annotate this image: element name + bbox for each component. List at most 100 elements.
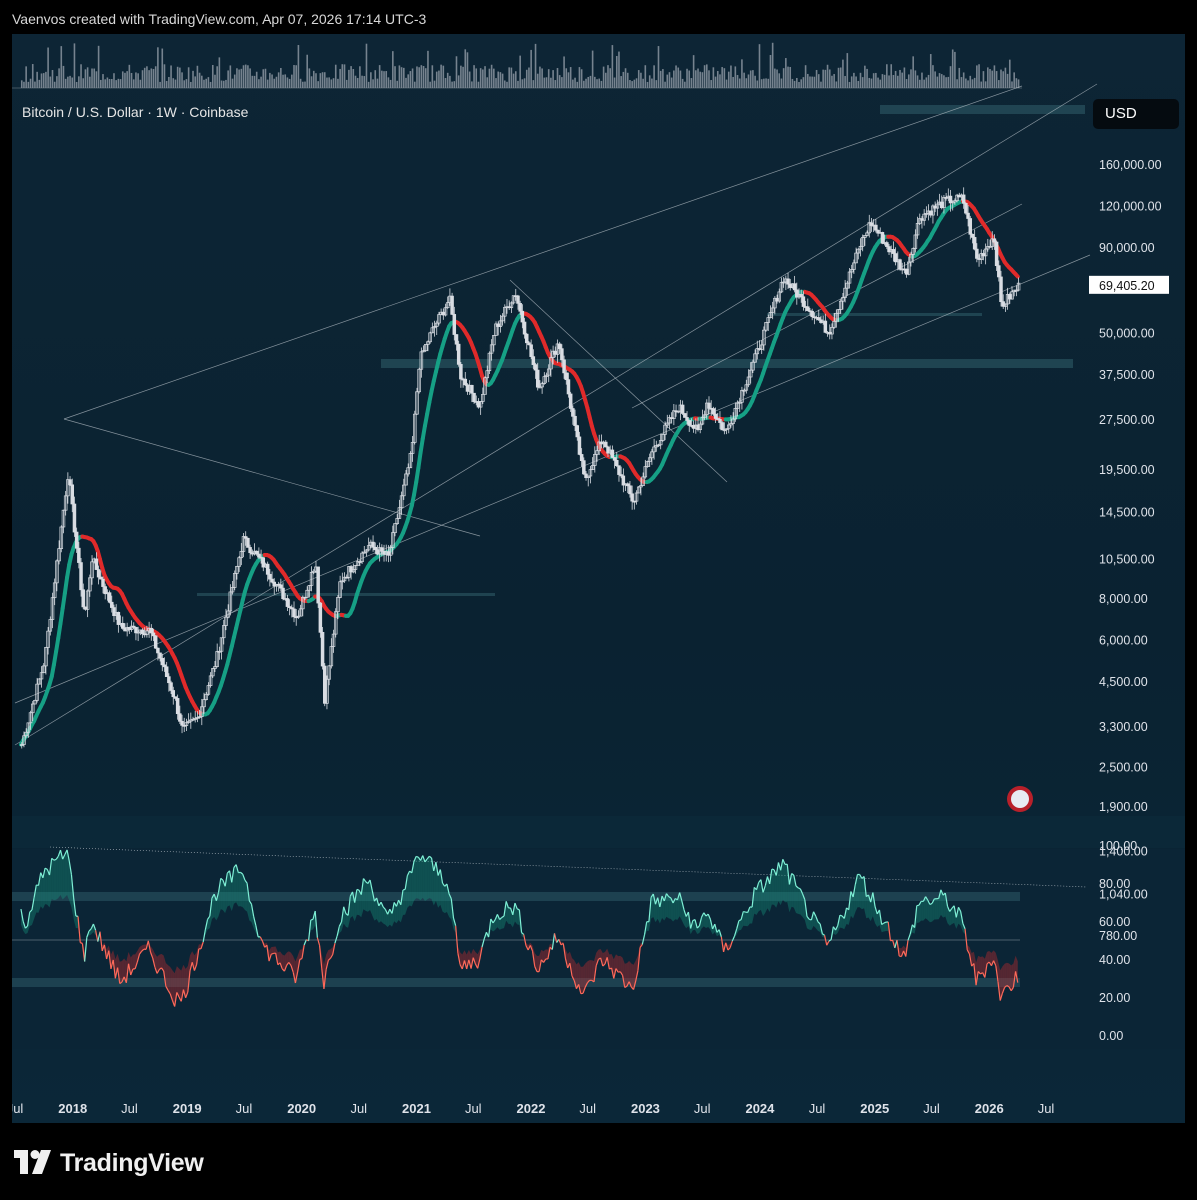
candle-body [531, 356, 536, 365]
candle-body [990, 238, 994, 247]
candle-body [90, 561, 94, 579]
candle-body [705, 402, 709, 416]
candle-body [529, 344, 533, 357]
candle-body [292, 608, 296, 618]
volume-bar [824, 69, 827, 88]
volume-bar [321, 72, 324, 88]
osc-fill [429, 856, 432, 899]
volume-bar [618, 51, 620, 88]
osc-line [283, 965, 288, 972]
osc-line [354, 889, 358, 903]
candle-body [149, 627, 154, 634]
osc-line [863, 876, 867, 897]
osc-line [275, 952, 279, 965]
candle-body [546, 368, 551, 376]
volume-bar [413, 81, 416, 88]
volume-bar [991, 70, 994, 88]
volume-bar [857, 80, 860, 88]
volume-bar [506, 81, 508, 88]
osc-fill [143, 944, 147, 950]
osc-fill [462, 950, 465, 969]
osc-fill [291, 952, 294, 973]
candle-body [838, 300, 843, 310]
candle-body [733, 408, 738, 420]
volume-bar [295, 65, 298, 88]
volume-bar [637, 70, 640, 88]
osc-fill [760, 879, 764, 917]
candle-body [553, 350, 558, 355]
osc-line [196, 948, 200, 965]
osc-fill [394, 902, 397, 924]
osc-line [810, 911, 815, 921]
volume-bar [591, 50, 594, 88]
volume-bar [907, 74, 910, 88]
volume-bar [897, 75, 899, 88]
volume-bar [266, 79, 269, 88]
osc-line [738, 919, 742, 922]
candle-body [68, 479, 72, 486]
volume-histogram [12, 42, 1022, 89]
osc-line [360, 878, 365, 895]
osc-fill [622, 957, 625, 988]
candle-body [968, 218, 973, 235]
price-chart[interactable]: 220,000.00160,000.00120,000.0090,000.005… [12, 34, 1185, 1123]
candle-body [702, 414, 707, 418]
osc-lower-band [12, 978, 1020, 987]
volume-bar [143, 67, 146, 88]
price-tick-label: 19,500.00 [1099, 463, 1155, 477]
candle-body [355, 561, 360, 566]
volume-bar [339, 68, 341, 88]
osc-line [516, 908, 520, 911]
candle-body [28, 712, 33, 724]
volume-bar [95, 71, 98, 88]
candle-body [507, 306, 511, 309]
candle-body [298, 608, 303, 617]
candle-body [630, 493, 634, 502]
volume-bar [567, 72, 570, 88]
candle-body [279, 584, 283, 589]
volume-bar [802, 77, 805, 88]
osc-line [452, 917, 457, 926]
candle-body [222, 625, 226, 639]
volume-bar [176, 66, 179, 88]
candle-body [360, 552, 364, 563]
currency-button[interactable]: USD [1093, 99, 1179, 129]
volume-bar [967, 80, 969, 88]
candle-body [575, 425, 580, 438]
candle-body [687, 420, 691, 426]
candle-body [408, 453, 413, 469]
candle-body [241, 536, 246, 552]
volume-bar [804, 65, 807, 88]
osc-line [830, 926, 834, 940]
osc-fill [798, 887, 801, 915]
volume-bar [172, 78, 175, 88]
tradingview-logo[interactable]: TradingView [14, 1148, 204, 1178]
chart-container[interactable]: 220,000.00160,000.00120,000.0090,000.005… [12, 34, 1185, 1123]
osc-line [512, 902, 516, 915]
time-tick-label: Jul [1038, 1101, 1055, 1116]
volume-bar [121, 71, 124, 88]
candle-body [402, 484, 406, 497]
price-tick-label: 90,000.00 [1099, 241, 1155, 255]
osc-line [727, 947, 731, 951]
osc-line [402, 888, 406, 891]
volume-bar [730, 65, 732, 88]
osc-line [37, 872, 42, 886]
volume-bar [359, 66, 361, 88]
trendlines [14, 83, 1098, 746]
ribbon-segment [58, 606, 65, 626]
osc-line [1014, 971, 1019, 983]
symbol-title[interactable]: Bitcoin / U.S. Dollar · 1W · Coinbase [22, 104, 249, 120]
osc-fill [583, 963, 586, 994]
volume-bar [921, 72, 923, 88]
osc-line [523, 934, 527, 946]
volume-bar [20, 80, 23, 88]
osc-fill [589, 960, 592, 981]
osc-line [266, 945, 270, 962]
osc-tick-label: 0.00 [1099, 1029, 1123, 1043]
candle-body [391, 532, 395, 548]
osc-line [743, 910, 746, 913]
volume-bar [828, 69, 831, 88]
volume-bar [699, 71, 702, 88]
candle-body [380, 547, 384, 552]
